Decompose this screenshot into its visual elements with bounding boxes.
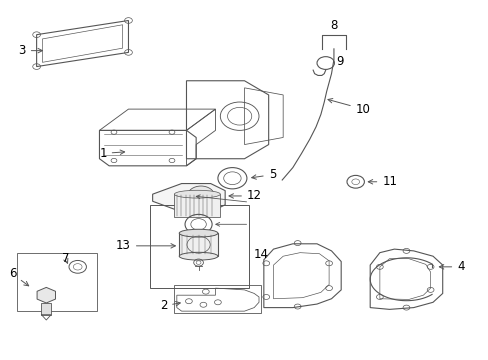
Text: 5: 5 [251, 168, 276, 181]
Text: 4: 4 [438, 260, 464, 273]
Text: 1: 1 [99, 147, 124, 160]
Text: 2: 2 [159, 299, 180, 312]
Text: 6: 6 [9, 267, 29, 286]
Ellipse shape [179, 252, 218, 260]
Text: 11: 11 [367, 175, 396, 188]
Polygon shape [41, 303, 51, 315]
Polygon shape [152, 184, 224, 212]
Polygon shape [37, 287, 55, 303]
Text: 7: 7 [62, 252, 69, 265]
Text: 12: 12 [228, 189, 262, 202]
Polygon shape [174, 194, 220, 217]
Ellipse shape [174, 190, 220, 198]
Text: 9: 9 [336, 55, 343, 68]
Text: 8: 8 [329, 19, 337, 32]
Text: 13: 13 [116, 239, 175, 252]
Circle shape [187, 186, 214, 206]
Ellipse shape [179, 229, 218, 237]
Text: 10: 10 [327, 99, 370, 116]
Text: 14: 14 [253, 248, 267, 261]
Polygon shape [179, 233, 218, 256]
Text: 3: 3 [19, 44, 42, 57]
